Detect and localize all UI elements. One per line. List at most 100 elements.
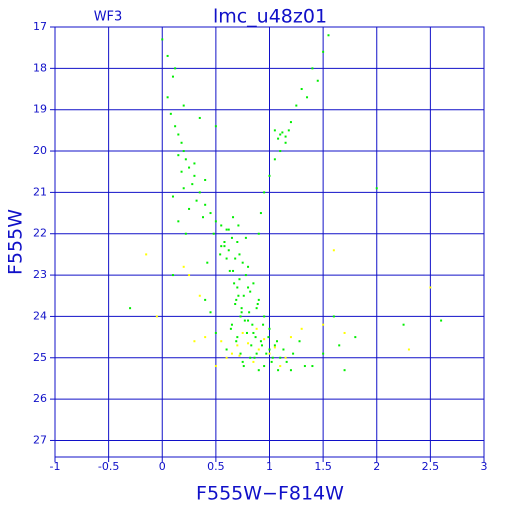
y-tick-label: 22 <box>33 227 47 240</box>
data-point <box>322 323 325 326</box>
data-point <box>279 133 282 136</box>
data-point <box>375 187 378 190</box>
data-point <box>343 369 346 372</box>
data-point <box>236 286 239 289</box>
data-point <box>300 327 303 330</box>
data-point <box>236 344 239 347</box>
data-point <box>247 286 250 289</box>
data-point <box>182 187 185 190</box>
y-tick-label: 23 <box>33 268 47 281</box>
data-point <box>202 216 205 219</box>
data-point <box>327 34 330 37</box>
data-point <box>244 236 247 239</box>
data-point <box>174 67 177 70</box>
y-tick-label: 26 <box>33 392 47 405</box>
data-point <box>332 249 335 252</box>
data-point <box>249 356 252 359</box>
data-point <box>268 348 271 351</box>
data-point <box>440 319 443 322</box>
data-point <box>303 365 306 368</box>
data-point <box>225 257 228 260</box>
x-tick-label: -0.5 <box>98 460 119 473</box>
data-point <box>295 104 298 107</box>
y-tick-label: 27 <box>33 433 47 446</box>
data-point <box>230 352 233 355</box>
data-point <box>284 141 287 144</box>
x-tick-label: 0 <box>159 460 166 473</box>
data-point <box>225 228 228 231</box>
data-point <box>169 112 172 115</box>
data-point <box>184 158 187 161</box>
data-point <box>306 96 309 99</box>
data-point <box>204 336 207 339</box>
data-point <box>230 236 233 239</box>
data-point <box>235 298 238 301</box>
data-point <box>248 311 251 314</box>
data-point <box>255 352 258 355</box>
data-point <box>180 170 183 173</box>
data-point <box>257 232 260 235</box>
data-point <box>182 150 185 153</box>
data-point <box>206 261 209 264</box>
data-point <box>155 315 158 318</box>
data-point <box>193 162 196 165</box>
data-point <box>289 121 292 124</box>
y-tick-label: 17 <box>33 20 47 33</box>
data-point <box>171 195 174 198</box>
data-point <box>241 331 244 334</box>
y-tick-label: 21 <box>33 185 47 198</box>
data-point <box>287 129 290 132</box>
data-point <box>407 348 410 351</box>
data-point <box>166 54 169 57</box>
x-tick-label: -1 <box>50 460 61 473</box>
x-axis-label: F555W−F814W <box>196 483 344 505</box>
data-point <box>251 323 254 326</box>
data-point <box>276 340 279 343</box>
data-point <box>247 342 250 345</box>
data-point <box>184 232 187 235</box>
data-point <box>255 307 258 310</box>
data-point <box>343 331 346 334</box>
data-point <box>268 174 271 177</box>
data-point <box>263 365 266 368</box>
data-point <box>262 323 265 326</box>
data-point <box>263 191 266 194</box>
data-point <box>193 340 196 343</box>
data-point <box>281 131 284 134</box>
data-point <box>254 336 257 339</box>
data-point <box>241 360 244 363</box>
data-point <box>282 348 285 351</box>
data-point <box>177 220 180 223</box>
data-point <box>238 253 241 256</box>
data-point <box>220 224 223 227</box>
data-point <box>332 315 335 318</box>
data-point <box>259 212 262 215</box>
data-point <box>279 356 282 359</box>
data-point <box>279 365 282 368</box>
data-point <box>273 346 276 349</box>
data-point <box>245 331 248 334</box>
data-point <box>250 344 253 347</box>
data-point <box>263 315 266 318</box>
data-point <box>273 344 276 347</box>
data-point <box>237 294 240 297</box>
data-point <box>247 319 250 322</box>
data-point <box>171 75 174 78</box>
annotation: WF3 <box>94 10 123 25</box>
data-point <box>193 174 196 177</box>
data-point <box>166 96 169 99</box>
data-point <box>233 282 236 285</box>
data-point <box>244 274 247 277</box>
y-tick-label: 24 <box>33 309 47 322</box>
data-point <box>277 369 280 372</box>
data-point <box>279 150 282 153</box>
data-point <box>243 319 246 322</box>
x-tick-label: 2 <box>373 460 380 473</box>
data-point <box>234 257 237 260</box>
data-point <box>239 315 242 318</box>
data-point <box>338 344 341 347</box>
y-tick-label: 18 <box>33 61 47 74</box>
data-point <box>322 50 325 53</box>
data-point <box>232 216 235 219</box>
data-point <box>227 249 230 252</box>
